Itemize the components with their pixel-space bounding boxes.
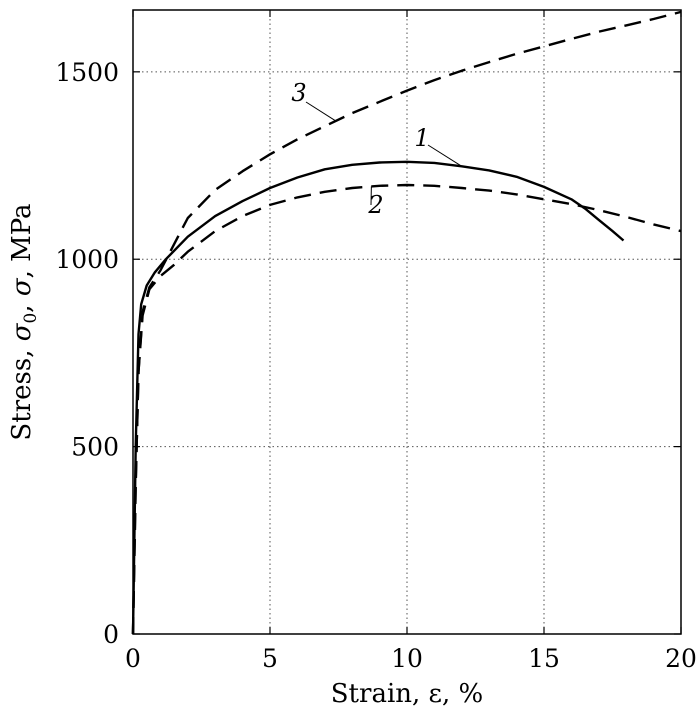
leader-line-3 (305, 101, 337, 122)
x-tick-label: 15 (528, 644, 560, 673)
y-axis-title: Stress, σ0, σ, MPa (7, 203, 41, 440)
series-2-line (131, 183, 682, 635)
leader-line-1 (427, 144, 463, 167)
curve-label-3: 3 (291, 79, 306, 107)
series-group (131, 10, 682, 635)
x-tick-label: 0 (125, 644, 141, 673)
y-tick-label: 1000 (55, 245, 119, 274)
grid (133, 10, 681, 634)
tick-labels: 0 5 10 15 20 0 500 1000 1500 (55, 58, 697, 673)
x-tick-label: 20 (665, 644, 697, 673)
series-1-line (131, 160, 625, 635)
y-tick-label: 500 (71, 433, 119, 462)
series-3-line (131, 10, 682, 635)
curve-label-1: 1 (414, 124, 429, 152)
curve-labels: 1 2 3 (291, 79, 429, 219)
curve-label-2: 2 (367, 191, 383, 219)
x-axis-title: Strain, ε, % (331, 679, 483, 709)
y-tick-label: 1500 (55, 58, 119, 87)
curve-label-leaders (305, 101, 463, 206)
axis-ticks (132, 10, 682, 635)
x-tick-label: 5 (262, 644, 278, 673)
y-tick-label: 0 (103, 620, 119, 649)
x-tick-label: 10 (391, 644, 423, 673)
